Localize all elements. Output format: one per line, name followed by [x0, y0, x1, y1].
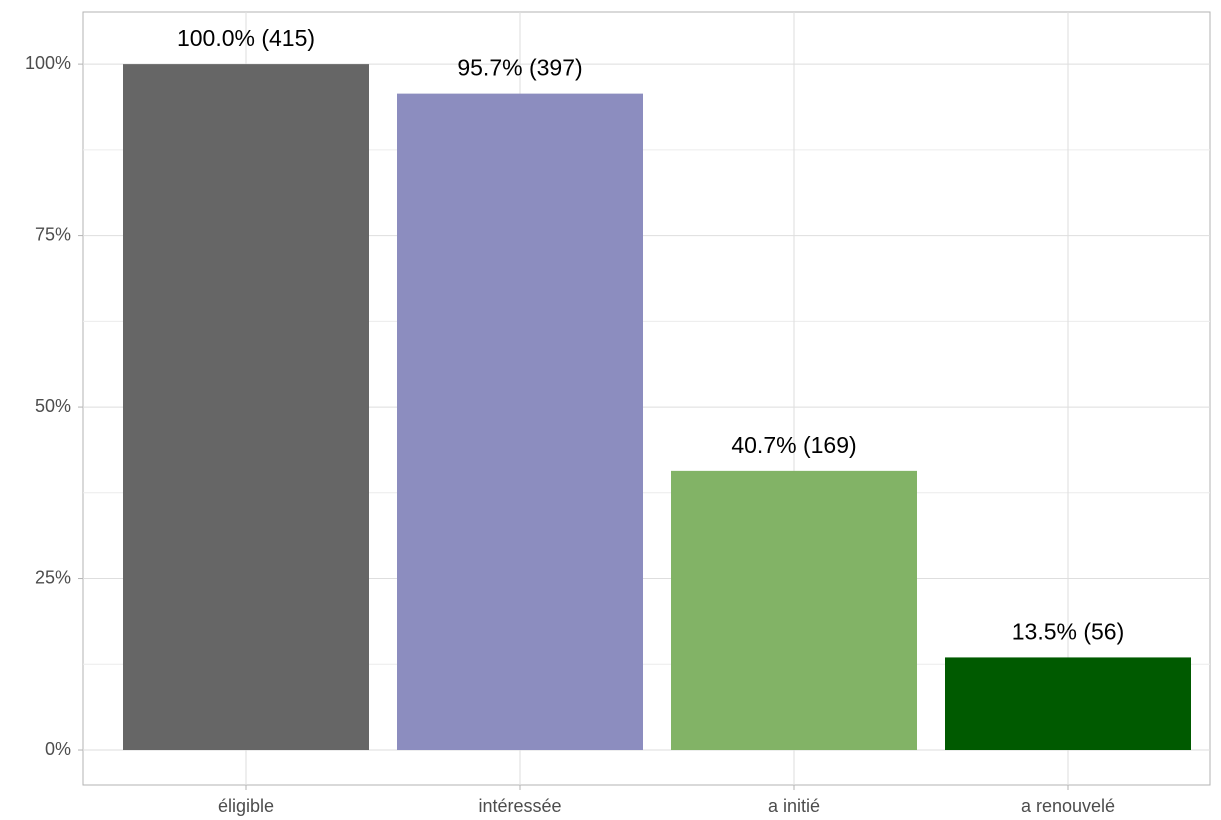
bar — [945, 657, 1191, 751]
x-tick-label: éligible — [218, 796, 274, 816]
value-label: 95.7% (397) — [457, 55, 582, 81]
value-label: 13.5% (56) — [1012, 619, 1125, 645]
y-tick-label: 0% — [45, 739, 71, 759]
value-label: 40.7% (169) — [731, 432, 856, 458]
panel-border — [82, 11, 1211, 786]
y-tick-label: 100% — [25, 53, 71, 73]
x-tick-label: intéressée — [478, 796, 561, 816]
bar — [671, 470, 917, 751]
bar — [397, 93, 643, 751]
x-tick-label: a renouvelé — [1021, 796, 1115, 816]
value-label: 100.0% (415) — [177, 25, 315, 51]
y-tick-label: 75% — [35, 224, 71, 244]
x-tick-label: a initié — [768, 796, 820, 816]
y-tick-label: 25% — [35, 567, 71, 587]
bar — [123, 64, 369, 751]
y-tick-label: 50% — [35, 396, 71, 416]
